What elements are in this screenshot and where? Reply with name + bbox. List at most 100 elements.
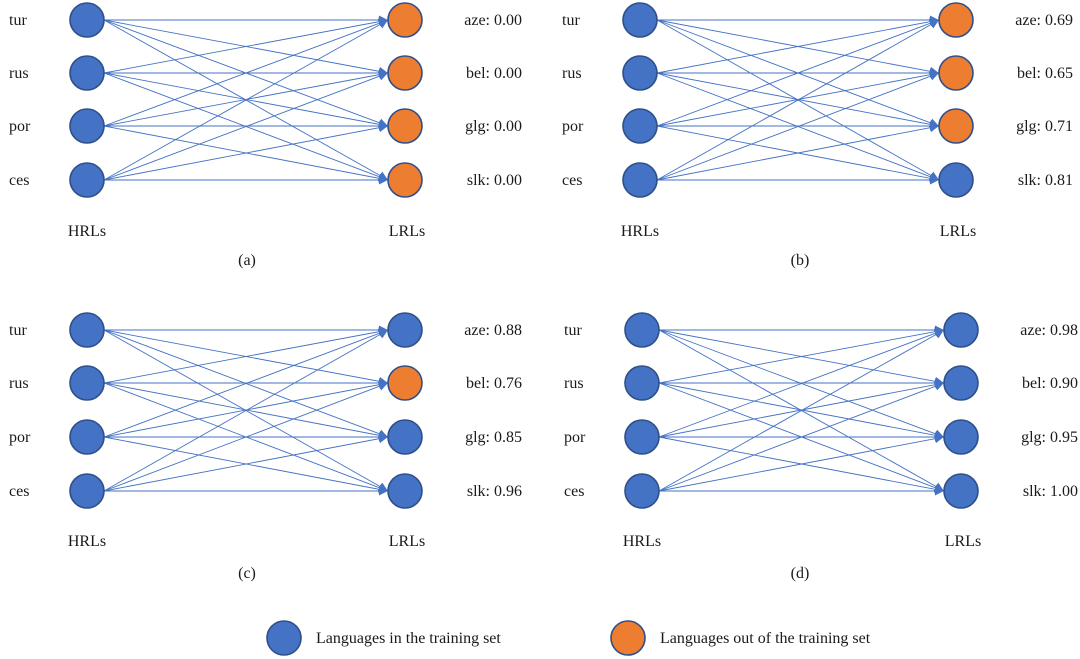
hrl-label-ces: ces <box>9 483 29 500</box>
hrl-label-ces: ces <box>564 483 584 500</box>
lrl-score-label: slk: 0.00 <box>467 172 522 189</box>
edge-ces-to-lrl-1 <box>103 71 388 181</box>
lrl-score-label: glg: 0.00 <box>465 118 522 135</box>
lrl-node-2 <box>387 108 423 144</box>
edge-ces-to-lrl-2 <box>656 123 939 181</box>
panel-caption: (c) <box>238 565 256 582</box>
lrl-score-label: glg: 0.95 <box>1021 429 1078 446</box>
lrl-score-label: glg: 0.85 <box>465 429 522 446</box>
hrl-label-rus: rus <box>564 375 584 392</box>
hrl-node-por <box>69 108 105 144</box>
lrl-node-2 <box>943 419 979 455</box>
edge-por-to-lrl-0 <box>656 18 939 127</box>
lrl-score-label: glg: 0.71 <box>1016 118 1073 135</box>
hrl-node-por <box>69 419 105 455</box>
edge-ces-to-lrl-1 <box>656 72 939 181</box>
lrl-score-label: slk: 0.96 <box>467 483 522 500</box>
hrl-label-rus: rus <box>9 65 29 82</box>
lrl-score-label: aze: 0.00 <box>464 12 522 29</box>
lrl-node-0 <box>943 312 979 348</box>
panels-group: tur rus por ces aze: 0.00 bel: 0.00 glg: 0.00 s… <box>9 2 1078 582</box>
hrl-node-ces <box>622 162 658 198</box>
panel-caption: (a) <box>238 252 256 269</box>
edge-por-to-lrl-0 <box>103 328 388 438</box>
lrl-node-1 <box>387 55 423 91</box>
lrl-node-1 <box>938 55 974 91</box>
lrl-node-3 <box>943 473 979 509</box>
lrl-score-label: aze: 0.88 <box>464 322 522 339</box>
lrl-node-2 <box>387 419 423 455</box>
lrl-node-1 <box>387 365 423 401</box>
lrl-score-label: bel: 0.65 <box>1017 65 1073 82</box>
legend: Languages in the training set Languages … <box>266 620 871 656</box>
lrl-column-title: LRLs <box>389 223 425 240</box>
legend-in-training-swatch <box>266 620 302 656</box>
panel-a: tur rus por ces aze: 0.00 bel: 0.00 glg: 0.00 s… <box>9 2 522 269</box>
hrl-label-rus: rus <box>562 65 582 82</box>
edge-ces-to-lrl-1 <box>658 382 944 492</box>
hrl-label-por: por <box>564 429 586 446</box>
legend-in-training-label: Languages in the training set <box>316 630 501 647</box>
hrl-node-rus <box>624 365 660 401</box>
edge-ces-to-lrl-0 <box>656 20 939 181</box>
edge-ces-to-lrl-2 <box>658 434 944 492</box>
lrl-score-label: slk: 0.81 <box>1018 172 1073 189</box>
edge-rus-to-lrl-0 <box>656 17 939 74</box>
edge-rus-to-lrl-0 <box>103 17 388 74</box>
lrl-column-title: LRLs <box>940 223 976 240</box>
legend-out-of-training-swatch <box>610 620 646 656</box>
edge-por-to-lrl-1 <box>656 70 939 127</box>
hrl-node-tur <box>69 312 105 348</box>
hrl-label-tur: tur <box>564 322 582 339</box>
lrl-score-label: aze: 0.98 <box>1020 322 1078 339</box>
lrl-score-label: aze: 0.69 <box>1015 12 1073 29</box>
edge-ces-to-lrl-0 <box>103 330 388 492</box>
edge-ces-to-lrl-2 <box>103 434 388 492</box>
hrl-node-rus <box>622 55 658 91</box>
hrl-node-rus <box>69 55 105 91</box>
lrl-score-label: slk: 1.00 <box>1023 483 1078 500</box>
hrl-node-tur <box>624 312 660 348</box>
hrl-label-rus: rus <box>9 375 29 392</box>
lrl-node-0 <box>938 2 974 38</box>
hrl-label-tur: tur <box>9 12 27 29</box>
hrl-label-ces: ces <box>562 172 582 189</box>
panel-b: tur rus por ces aze: 0.69 bel: 0.65 glg: 0.71 s… <box>562 2 1073 269</box>
edge-group <box>103 325 388 496</box>
lrl-score-label: bel: 0.76 <box>466 375 522 392</box>
lrl-node-1 <box>943 365 979 401</box>
hrl-node-tur <box>622 2 658 38</box>
hrl-column-title: HRLs <box>623 533 661 550</box>
edge-rus-to-lrl-0 <box>658 327 944 384</box>
hrl-node-por <box>622 108 658 144</box>
panel-caption: (d) <box>791 565 810 582</box>
hrl-node-ces <box>69 473 105 509</box>
edge-group <box>103 15 388 185</box>
edge-ces-to-lrl-1 <box>103 382 388 492</box>
edge-por-to-lrl-1 <box>103 380 388 438</box>
lrl-node-3 <box>387 162 423 198</box>
hrl-label-tur: tur <box>562 12 580 29</box>
lrl-node-0 <box>387 2 423 38</box>
lrl-node-2 <box>938 108 974 144</box>
hrl-label-por: por <box>562 118 584 135</box>
edge-ces-to-lrl-0 <box>658 330 944 492</box>
edge-ces-to-lrl-2 <box>103 123 388 181</box>
edge-ces-to-lrl-0 <box>103 20 388 181</box>
edge-rus-to-lrl-0 <box>103 327 388 384</box>
hrl-node-ces <box>69 162 105 198</box>
hrl-label-tur: tur <box>9 322 27 339</box>
hrl-label-por: por <box>9 429 31 446</box>
lrl-score-label: bel: 0.90 <box>1022 375 1078 392</box>
edge-por-to-lrl-0 <box>658 328 944 438</box>
lrl-score-label: bel: 0.00 <box>466 65 522 82</box>
edge-por-to-lrl-1 <box>658 380 944 438</box>
panel-c: tur rus por ces aze: 0.88 bel: 0.76 glg: 0.85 s… <box>9 312 522 582</box>
legend-out-of-training-label: Languages out of the training set <box>660 630 871 647</box>
hrl-node-ces <box>624 473 660 509</box>
edge-por-to-lrl-0 <box>103 18 388 127</box>
lrl-column-title: LRLs <box>945 533 981 550</box>
hrl-label-por: por <box>9 118 31 135</box>
lrl-node-3 <box>938 162 974 198</box>
